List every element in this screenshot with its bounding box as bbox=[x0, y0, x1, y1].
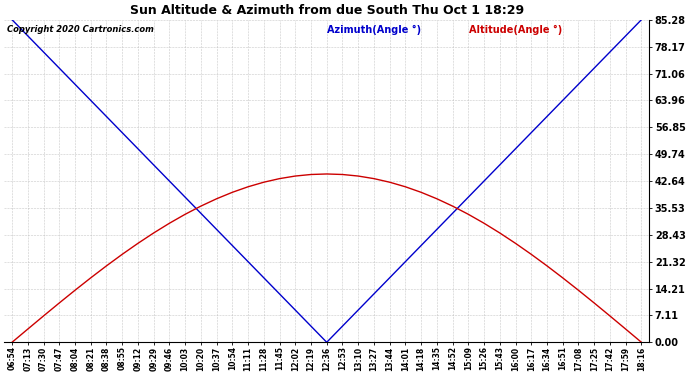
Title: Sun Altitude & Azimuth from due South Thu Oct 1 18:29: Sun Altitude & Azimuth from due South Th… bbox=[130, 4, 524, 17]
Text: Copyright 2020 Cartronics.com: Copyright 2020 Cartronics.com bbox=[8, 24, 155, 33]
Text: Altitude(Angle °): Altitude(Angle °) bbox=[469, 24, 562, 34]
Text: Azimuth(Angle °): Azimuth(Angle °) bbox=[327, 24, 421, 34]
